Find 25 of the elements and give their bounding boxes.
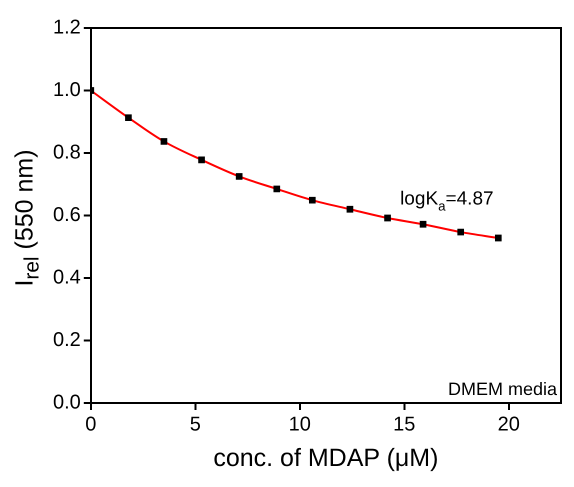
x-axis-title: conc. of MDAP (μM) xyxy=(213,444,438,472)
y-tick-label: 0.0 xyxy=(52,392,81,414)
x-tick-label: 5 xyxy=(190,414,201,436)
y-tick-label: 0.6 xyxy=(52,204,81,226)
point xyxy=(198,156,205,164)
y-tick-label: 0.2 xyxy=(52,329,81,352)
x-tick-label: 15 xyxy=(393,414,416,436)
point xyxy=(160,138,168,145)
point xyxy=(308,196,316,204)
point xyxy=(273,186,280,192)
point xyxy=(236,173,243,180)
point xyxy=(384,214,391,222)
point xyxy=(494,234,502,242)
point xyxy=(457,228,464,236)
point xyxy=(420,220,426,228)
y-tick-label: 0.4 xyxy=(52,266,81,289)
point xyxy=(125,114,132,122)
x-tick-label: 20 xyxy=(498,414,520,436)
y-tick-label: 0.8 xyxy=(52,142,81,164)
x-tick-label: 10 xyxy=(288,414,311,436)
x-tick-label: 0 xyxy=(85,414,96,436)
point xyxy=(346,206,354,213)
annotation: DMEM media xyxy=(448,379,558,399)
y-tick-label: 1.2 xyxy=(52,16,81,39)
y-tick-label: 1.0 xyxy=(52,79,81,102)
